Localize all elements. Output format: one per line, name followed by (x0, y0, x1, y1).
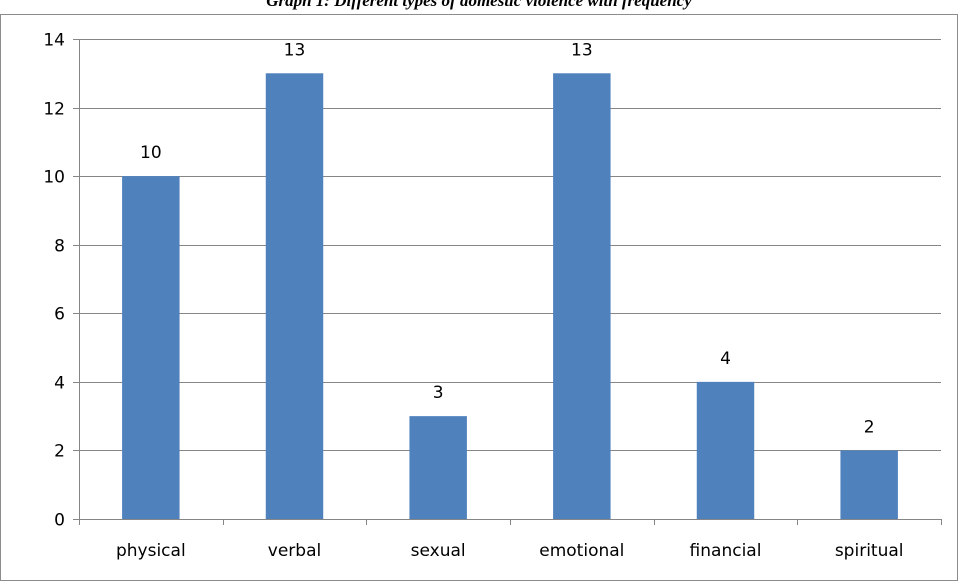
x-tick-label-verbal: verbal (268, 541, 321, 561)
y-tick-label: 14 (43, 31, 65, 51)
x-tick-label-physical: physical (116, 541, 186, 561)
labels: 0 2 4 6 8 10 12 14 10 physical 13 verbal 3 sexual 13 em… (43, 31, 903, 562)
bar-financial (696, 381, 755, 519)
y-tick-label: 12 (43, 100, 65, 120)
y-tick-label: 10 (43, 168, 65, 188)
data-label-spiritual: 2 (864, 417, 875, 437)
bar-physical (122, 176, 180, 519)
bar-chart: 0 2 4 6 8 10 12 14 10 physical 13 verbal 3 sexual 13 em… (43, 31, 942, 562)
chart-title: Graph 1: Different types of domestic vio… (266, 0, 692, 10)
data-label-verbal: 13 (284, 40, 306, 60)
y-tick-label: 0 (54, 511, 65, 531)
bar-emotional (553, 73, 611, 520)
axes (73, 39, 942, 525)
y-tick-label: 6 (54, 305, 65, 325)
y-tick-label: 8 (54, 237, 65, 257)
bars (122, 73, 898, 520)
data-label-sexual: 3 (433, 383, 444, 403)
x-tick-label-sexual: sexual (411, 541, 466, 561)
y-tick-label: 2 (54, 442, 65, 462)
bar-spiritual (840, 450, 898, 519)
chart-area: 0 2 4 6 8 10 12 14 10 physical 13 verbal 3 sexual 13 em… (0, 14, 958, 581)
y-tick-label: 4 (54, 374, 65, 394)
x-tick-label-financial: financial (690, 541, 762, 561)
gridlines (79, 39, 941, 451)
x-tick-label-emotional: emotional (539, 541, 624, 561)
data-label-emotional: 13 (571, 40, 593, 60)
bar-sexual (409, 416, 467, 519)
data-label-physical: 10 (140, 143, 162, 163)
bar-verbal (265, 73, 324, 520)
data-label-financial: 4 (720, 349, 731, 369)
x-tick-label-spiritual: spiritual (835, 541, 904, 561)
